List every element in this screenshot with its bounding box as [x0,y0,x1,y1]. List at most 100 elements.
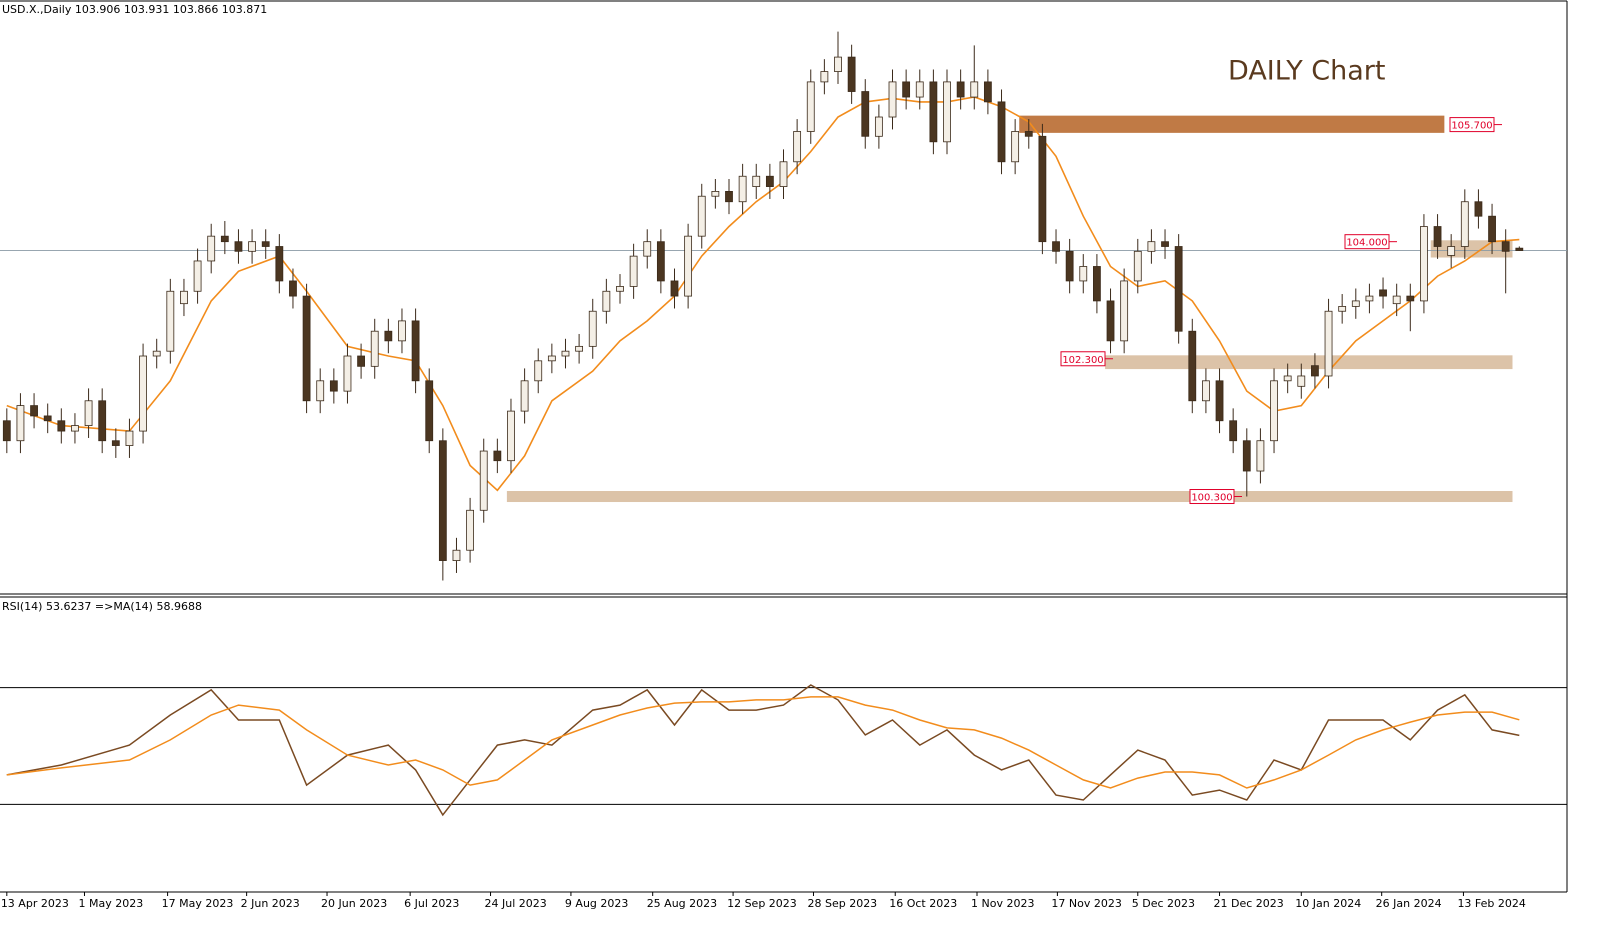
candle-body [398,320,406,342]
candle-body [547,355,556,362]
candle-body [384,330,393,342]
candle-body [943,81,951,143]
candle-body [629,255,638,287]
candle-body [1474,201,1483,217]
x-tick-label: 28 Sep 2023 [807,897,877,910]
level-label-box [1060,351,1106,367]
candle-body [16,405,25,442]
candle-body [139,355,147,432]
candle-body [316,380,325,402]
candle-body [493,450,502,462]
candle-body [343,355,352,392]
level-label: 102.300 [1062,355,1103,366]
candle-body [983,81,992,103]
x-tick-label: 16 Oct 2023 [889,897,957,910]
candle-body [847,56,856,92]
candle-body [71,425,79,432]
rsi-line [6,684,1520,817]
candle-body [1106,300,1115,342]
x-tick-label: 6 Jul 2023 [404,897,459,910]
candle-body [752,175,761,187]
candle-body [370,330,379,367]
candle-body [779,161,788,187]
level-label-box [1344,234,1390,250]
candle-body [697,195,706,237]
candle-body [561,350,570,357]
candle-body [329,380,338,392]
candle-body [152,350,161,357]
candle-body [302,295,311,402]
candle-body [1065,250,1074,282]
candle-body [1161,241,1169,247]
candle-body [234,241,243,252]
candle-body [1406,295,1415,302]
candle-body [656,241,665,282]
candle-body [1515,247,1524,251]
candle-body [915,81,924,98]
candle-body [1052,241,1060,252]
candle-body [684,235,693,297]
x-tick-label: 13 Feb 2024 [1457,897,1525,910]
candle-body [30,405,38,417]
candle-body [956,81,965,98]
candle-body [1079,266,1088,282]
price-zone [1430,240,1513,258]
price-zone [1019,115,1445,133]
x-tick-label: 26 Jan 2024 [1376,897,1442,910]
candle-body [861,91,870,137]
candle-body [2,420,11,442]
candle-body [1147,241,1156,252]
candle-body [1229,420,1238,442]
candle-body [1202,380,1210,402]
candle-body [1324,310,1333,377]
candle-body [507,410,515,462]
x-tick-label: 5 Dec 2023 [1132,897,1195,910]
level-label-box [1449,117,1495,133]
candle-body [479,450,488,511]
candle-body [166,290,175,352]
candle-body [616,286,624,292]
x-tick-label: 17 Nov 2023 [1051,897,1121,910]
candle-body [1093,266,1101,302]
candle-body [1256,440,1265,472]
candle-body [57,420,66,432]
rsi-line [6,696,1520,789]
candle-body [438,440,447,561]
candle-body [1297,375,1306,387]
candle-body [1501,241,1510,252]
candle-body [520,380,529,412]
level-label: 105.700 [1451,121,1492,132]
candle-body [820,71,829,83]
price-zone [506,491,1513,503]
x-tick-label: 1 May 2023 [78,897,143,910]
price-zone [1105,355,1513,370]
x-tick-label: 25 Aug 2023 [647,897,717,910]
candle-body [1024,131,1033,137]
level-label: 104.000 [1346,238,1387,249]
candle-body [1133,250,1142,282]
candle-body [43,415,52,422]
indicator-title: RSI(14) 53.6237 =>MA(14) 58.9688 [2,600,202,613]
chart-title: DAILY Chart [1228,56,1385,87]
candle-body [765,175,774,187]
candle-body [207,235,216,262]
x-tick-label: 2 Jun 2023 [241,897,300,910]
candle-body [738,175,747,203]
candle-body [125,430,134,446]
candle-body [1270,380,1278,442]
x-tick-label: 21 Dec 2023 [1214,897,1284,910]
candle-body [357,355,365,367]
candle-body [1351,300,1360,307]
candle-body [711,191,720,197]
candle-body [929,81,938,143]
candle-body [289,280,297,297]
candle-body [1365,295,1374,302]
candle-body [1242,440,1251,472]
candle-body [98,400,107,442]
candle-body [1215,380,1224,422]
x-tick-label: 10 Jan 2024 [1295,897,1361,910]
candle-body [1420,226,1428,302]
candle-body [180,290,188,305]
candle-body [834,56,842,72]
